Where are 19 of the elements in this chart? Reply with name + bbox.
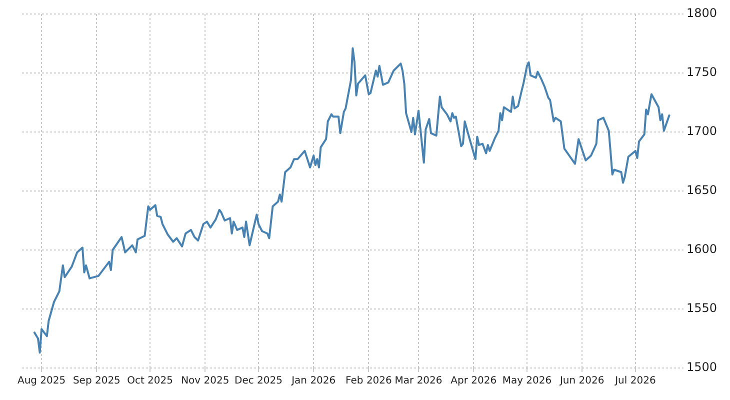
x-tick-label: May 2026 (502, 376, 552, 387)
y-tick-label: 1800 (686, 6, 718, 20)
x-tick-label: Nov 2025 (181, 376, 230, 387)
x-tick-label: Sep 2025 (72, 376, 120, 387)
y-tick-label: 1700 (686, 124, 718, 138)
y-tick-label: 1550 (686, 301, 718, 316)
x-tick-label: Jan 2026 (290, 376, 336, 387)
y-tick-label: 1650 (686, 183, 718, 198)
y-tick-label: 1500 (686, 360, 718, 374)
x-tick-label: Feb 2026 (346, 376, 392, 387)
y-tick-label: 1750 (686, 65, 718, 80)
x-tick-label: Oct 2025 (127, 376, 173, 387)
x-tick-label: Jun 2026 (558, 376, 604, 387)
x-tick-label: Apr 2026 (450, 376, 497, 387)
y-tick-label: 1600 (686, 242, 718, 256)
x-tick-label: Jul 2026 (614, 376, 656, 387)
x-tick-label: Mar 2026 (394, 376, 442, 387)
x-tick-label: Dec 2025 (234, 376, 282, 387)
x-tick-label: Aug 2025 (17, 376, 66, 387)
